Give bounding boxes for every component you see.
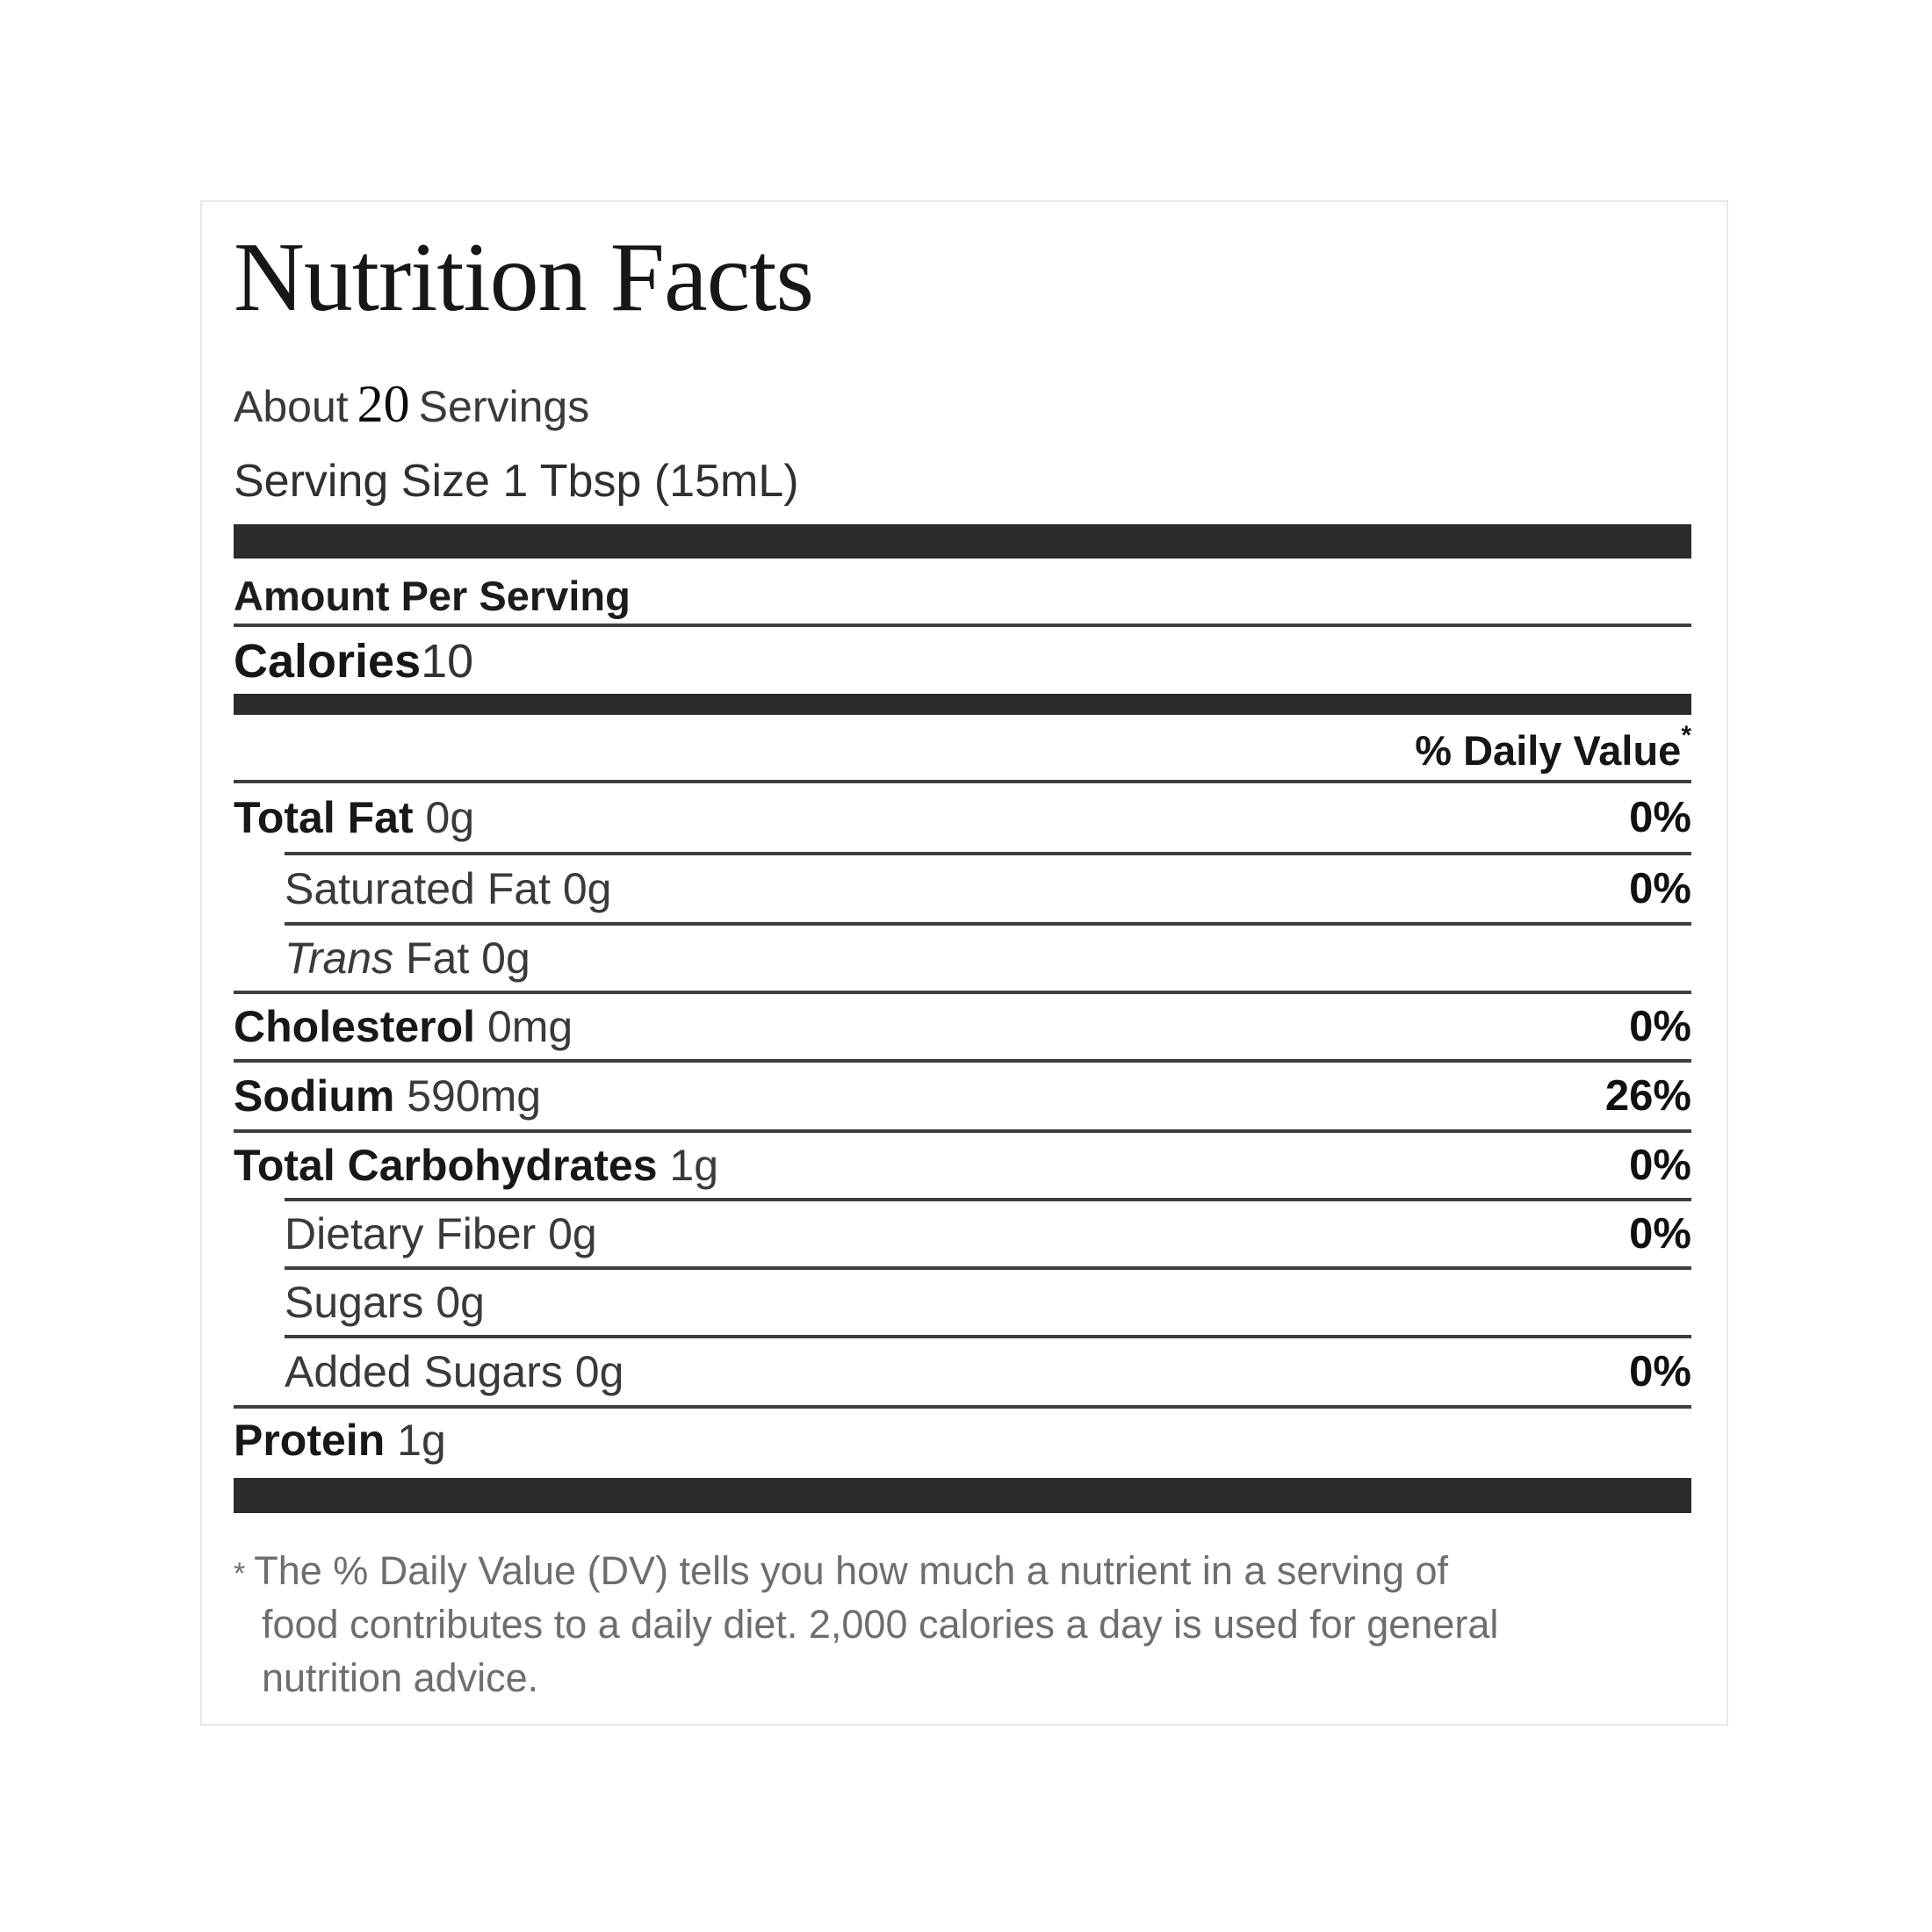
nutrient-row-added-sugars: Added Sugars 0g 0% xyxy=(285,1347,1691,1396)
nutrition-facts-label: Nutrition Facts About 20 Servings Serving … xyxy=(200,200,1728,1726)
separator xyxy=(285,1266,1691,1270)
nutrient-row-total-carbohydrates: Total Carbohydrates 1g 0% xyxy=(234,1141,1691,1190)
pct-value: 0% xyxy=(1629,865,1691,912)
servings-suffix: Servings xyxy=(418,382,590,431)
separator xyxy=(234,991,1691,994)
separator xyxy=(234,624,1691,627)
separator xyxy=(285,852,1691,855)
nutrient-row-sugars: Sugars 0g xyxy=(285,1278,485,1327)
calories-value: 10 xyxy=(421,635,474,688)
nutrient-row-dietary-fiber: Dietary Fiber 0g 0% xyxy=(285,1209,1691,1258)
pct-value: 0% xyxy=(1629,1142,1691,1189)
nutrient-row-saturated-fat: Saturated Fat 0g 0% xyxy=(285,864,1691,913)
servings-count: 20 xyxy=(357,375,410,433)
daily-value-asterisk: * xyxy=(1681,721,1691,750)
servings-prefix: About xyxy=(234,382,349,431)
footnote-line: nutrition advice. xyxy=(262,1655,539,1700)
nutrient-row-total-fat: Total Fat 0g 0% xyxy=(234,793,1691,842)
separator xyxy=(234,1129,1691,1133)
divider-bar-top xyxy=(234,524,1691,559)
separator xyxy=(285,1335,1691,1338)
calories-label: Calories xyxy=(234,635,422,688)
footnote-asterisk: * xyxy=(234,1557,246,1590)
daily-value-header: % Daily Value * xyxy=(1415,721,1691,774)
nutrient-row-cholesterol: Cholesterol 0mg 0% xyxy=(234,1002,1691,1051)
nutrient-row-trans-fat: Trans Fat 0g xyxy=(285,934,530,983)
footnote-line: food contributes to a daily diet. 2,000 … xyxy=(262,1602,1499,1647)
nutrient-row-protein: Protein 1g xyxy=(234,1416,446,1465)
pct-value: 26% xyxy=(1604,1072,1691,1120)
serving-size-line: Serving Size 1 Tbsp (15mL) xyxy=(234,456,799,507)
label-title: Nutrition Facts xyxy=(234,223,814,332)
divider-bar-middle xyxy=(234,694,1691,715)
divider-bar-bottom xyxy=(234,1478,1691,1513)
calories-row: Calories 10 xyxy=(234,631,473,692)
separator xyxy=(234,1059,1691,1063)
separator xyxy=(285,1198,1691,1201)
servings-line: About 20 Servings xyxy=(234,374,589,435)
footnote-line: The % Daily Value (DV) tells you how muc… xyxy=(254,1548,1449,1593)
pct-value: 0% xyxy=(1629,1210,1691,1258)
amount-per-serving-label: Amount Per Serving xyxy=(234,572,631,619)
daily-value-footnote: * The % Daily Value (DV) tells you how mu… xyxy=(234,1544,1686,1705)
pct-value: 0% xyxy=(1629,1348,1691,1395)
separator xyxy=(234,1405,1691,1409)
pct-value: 0% xyxy=(1629,1003,1691,1050)
separator xyxy=(285,922,1691,926)
pct-value: 0% xyxy=(1629,794,1691,841)
separator xyxy=(234,780,1691,783)
nutrient-row-sodium: Sodium 590mg 26% xyxy=(234,1071,1691,1121)
